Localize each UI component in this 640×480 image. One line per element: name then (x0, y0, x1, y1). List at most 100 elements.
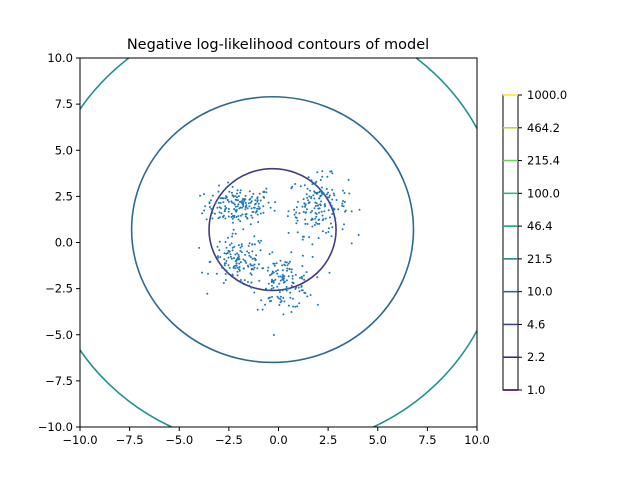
scatter-point (296, 305, 299, 308)
scatter-point (278, 304, 281, 306)
scatter-point (227, 200, 230, 203)
scatter-point (282, 275, 285, 278)
scatter-point (226, 199, 229, 202)
colorbar-tick-label: 46.4 (527, 219, 553, 233)
scatter-point (250, 200, 253, 203)
scatter-point (240, 201, 243, 203)
scatter-point (314, 204, 317, 207)
scatter-point (292, 281, 295, 284)
scatter-point (323, 203, 326, 206)
scatter-point (318, 211, 320, 214)
scatter-point (260, 239, 262, 242)
scatter-point (303, 291, 306, 294)
scatter-point (231, 235, 234, 238)
scatter-point (287, 231, 290, 234)
scatter-point (290, 251, 293, 254)
scatter-point (235, 216, 238, 218)
scatter-point (306, 196, 309, 199)
scatter-point (341, 204, 344, 207)
colorbar: 1000.0 464.2 215.4 100.0 46.4 21.5 10.0 4.6 2.2 1… (502, 88, 567, 397)
scatter-point (295, 216, 298, 219)
scatter-point (236, 252, 239, 255)
scatter-point (299, 276, 301, 279)
scatter-point (301, 289, 304, 292)
scatter-point (216, 255, 219, 258)
scatter-point (295, 286, 297, 289)
scatter-point (262, 195, 265, 198)
scatter-point (224, 208, 227, 211)
scatter-point (249, 223, 252, 226)
scatter-point (251, 195, 253, 198)
scatter-point (319, 179, 322, 181)
scatter-point (228, 266, 231, 269)
scatter-point (265, 287, 267, 290)
scatter-point (244, 215, 247, 218)
scatter-point (231, 246, 234, 249)
scatter-point (291, 277, 294, 280)
scatter-point (257, 202, 260, 205)
scatter-point (238, 207, 241, 210)
scatter-point (279, 279, 282, 282)
scatter-point (310, 179, 313, 182)
scatter-point (253, 291, 256, 294)
scatter-point (329, 201, 332, 204)
scatter-point (265, 191, 268, 194)
scatter-point (317, 237, 320, 240)
scatter-point (235, 264, 238, 267)
x-tick-label: 0.0 (269, 433, 287, 447)
scatter-point (222, 282, 225, 284)
scatter-point (291, 275, 294, 277)
scatter-point (290, 284, 293, 287)
scatter-point (316, 222, 319, 225)
scatter-point (254, 202, 257, 205)
scatter-point (239, 279, 242, 281)
scatter-point (219, 202, 222, 204)
scatter-point (276, 285, 279, 288)
scatter-point (288, 268, 291, 271)
scatter-point (277, 275, 280, 278)
scatter-point (237, 215, 240, 217)
scatter-point (328, 196, 331, 199)
scatter-point (290, 311, 293, 313)
scatter-point (248, 284, 251, 287)
scatter-point (306, 187, 309, 190)
scatter-point (234, 267, 237, 270)
scatter-point (211, 217, 214, 220)
scatter-point (329, 222, 332, 225)
scatter-point (277, 297, 280, 300)
scatter-point (230, 216, 233, 218)
scatter-point (275, 270, 277, 273)
scatter-point (256, 199, 259, 202)
scatter-point (255, 254, 258, 257)
scatter-point (235, 210, 238, 213)
scatter-point (293, 213, 296, 216)
scatter-point (203, 193, 205, 196)
x-axis: −10.0 −7.5 −5.0 −2.5 0.0 2.5 5.0 7.5 10.0 (62, 427, 490, 447)
scatter-point (294, 183, 297, 185)
scatter-point (227, 236, 229, 239)
scatter-point (358, 208, 361, 211)
scatter-point (258, 241, 261, 244)
scatter-point (220, 197, 223, 200)
chart-title: Negative log-likelihood contours of mode… (127, 37, 429, 53)
scatter-point (318, 222, 321, 225)
scatter-point (230, 191, 233, 194)
scatter-point (239, 261, 242, 264)
scatter-point (245, 261, 248, 264)
scatter-point (206, 292, 209, 295)
scatter-point (244, 201, 247, 204)
scatter-point (262, 205, 265, 208)
scatter-point (285, 286, 288, 288)
scatter-point (253, 206, 256, 209)
scatter-point (335, 199, 338, 201)
scatter-point (331, 226, 334, 229)
scatter-point (239, 249, 242, 252)
scatter-point (257, 240, 260, 242)
scatter-point (322, 192, 325, 194)
scatter-point (271, 278, 273, 281)
scatter-point (249, 201, 252, 204)
scatter-point (334, 217, 337, 220)
scatter-point (262, 211, 265, 214)
colorbar-tick-label: 100.0 (527, 186, 560, 200)
